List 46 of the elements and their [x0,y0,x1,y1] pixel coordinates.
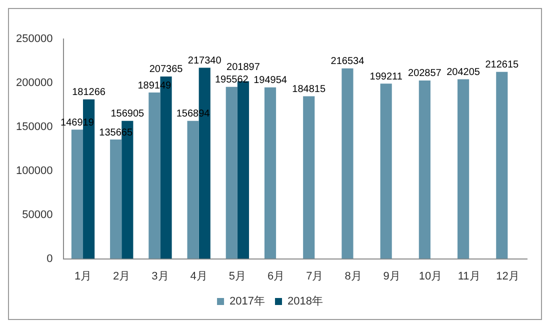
legend-label: 2018年 [288,296,323,308]
bar [380,84,392,259]
y-tick-label: 250000 [16,33,53,46]
x-tick-label: 5月 [228,270,246,282]
y-tick-label: 100000 [16,164,53,177]
x-tick-label: 12月 [496,270,520,282]
y-tick-label: 150000 [16,120,53,133]
bar [458,79,470,259]
x-tick-label: 7月 [306,270,324,282]
data-label: 212615 [485,60,520,71]
x-tick-label: 4月 [190,270,208,282]
data-label: 204205 [446,67,480,78]
data-label: 194954 [254,75,288,86]
bar [110,140,122,259]
x-tick-label: 2月 [113,270,130,282]
x-tick-label: 6月 [267,270,285,282]
x-tick-label: 3月 [152,270,169,282]
data-label: 201897 [226,62,260,74]
data-label: 199211 [370,71,403,82]
bar [342,68,354,259]
x-tick-label: 8月 [344,270,362,282]
bar [264,87,276,259]
data-label: 217340 [188,55,222,66]
bar [303,96,315,259]
data-label: 202857 [408,68,442,80]
bar [187,120,199,259]
data-label: 216534 [330,56,365,68]
x-tick-label: 11月 [458,270,480,282]
y-tick-label: 200000 [16,76,53,89]
legend-label: 2017年 [230,296,266,308]
y-tick-label: 50000 [22,208,53,221]
x-tick-label: 10月 [418,270,442,282]
bar [226,86,238,259]
data-label: 156905 [110,108,145,120]
bar [71,130,84,259]
data-label: 181266 [72,87,106,98]
data-label: 184815 [292,84,326,96]
y-tick-label: 0 [46,252,53,265]
data-label: 207365 [149,64,184,76]
x-tick-label: 9月 [383,270,400,282]
data-label: 195562 [214,74,249,86]
bar [148,92,160,259]
bar [496,72,508,259]
bar [418,80,430,259]
bar [237,81,250,259]
x-tick-label: 1月 [74,270,92,282]
